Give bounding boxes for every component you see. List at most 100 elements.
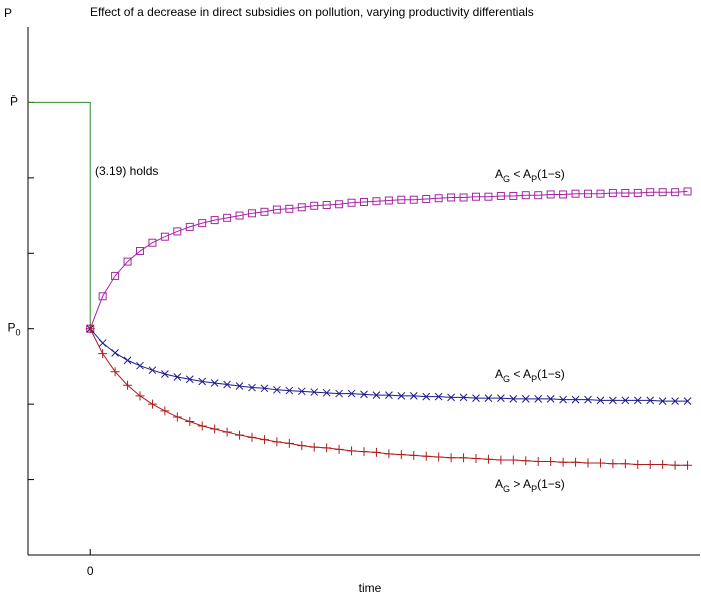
marker xyxy=(161,370,169,378)
marker xyxy=(98,349,108,359)
marker xyxy=(210,424,220,434)
marker xyxy=(123,257,132,266)
marker xyxy=(136,361,144,370)
marker xyxy=(509,191,518,200)
marker xyxy=(347,198,356,207)
series-label: AG < AP(1−s) xyxy=(495,367,565,384)
marker xyxy=(671,397,679,405)
marker xyxy=(223,213,232,222)
marker xyxy=(160,232,169,241)
marker xyxy=(608,459,618,469)
y-tick-label: P̄ xyxy=(10,95,18,109)
marker xyxy=(123,356,132,365)
marker xyxy=(372,391,381,399)
marker xyxy=(496,455,506,465)
marker xyxy=(534,191,543,200)
marker xyxy=(521,456,531,466)
marker xyxy=(534,395,543,403)
marker xyxy=(409,391,418,400)
marker xyxy=(160,406,170,416)
marker xyxy=(235,382,244,390)
marker xyxy=(185,222,194,231)
marker xyxy=(434,452,444,462)
marker xyxy=(248,209,256,218)
marker xyxy=(559,395,567,404)
marker xyxy=(173,373,182,381)
marker xyxy=(111,348,119,357)
marker xyxy=(347,389,356,398)
marker xyxy=(447,393,455,402)
marker xyxy=(559,190,568,199)
marker xyxy=(222,427,232,437)
marker xyxy=(198,377,207,386)
marker xyxy=(98,292,107,301)
marker xyxy=(422,392,431,401)
marker xyxy=(284,438,294,448)
marker xyxy=(297,387,306,396)
marker xyxy=(135,391,145,401)
marker xyxy=(272,205,281,214)
marker xyxy=(646,188,655,197)
series-label: (3.19) holds xyxy=(95,164,158,178)
marker xyxy=(472,394,480,402)
marker xyxy=(210,216,219,225)
marker xyxy=(621,396,630,405)
marker xyxy=(497,394,505,402)
marker xyxy=(683,397,692,405)
marker xyxy=(484,192,493,201)
marker xyxy=(360,390,368,399)
marker xyxy=(359,447,369,457)
marker xyxy=(658,188,667,197)
line xyxy=(89,328,688,402)
marker xyxy=(235,430,245,440)
marker xyxy=(595,458,605,468)
marker xyxy=(210,379,219,387)
marker xyxy=(297,203,306,212)
marker xyxy=(447,193,456,202)
marker xyxy=(148,238,157,247)
marker xyxy=(596,189,605,198)
marker xyxy=(484,394,493,402)
marker xyxy=(446,453,456,463)
marker xyxy=(658,397,667,405)
marker xyxy=(422,194,431,203)
marker xyxy=(571,189,580,198)
marker xyxy=(235,211,244,220)
marker xyxy=(322,388,331,397)
marker xyxy=(546,456,556,466)
marker xyxy=(322,443,332,453)
marker xyxy=(309,442,319,452)
marker xyxy=(385,391,393,399)
marker xyxy=(671,188,680,197)
marker xyxy=(334,444,344,454)
marker xyxy=(683,187,692,196)
marker xyxy=(172,412,182,422)
marker xyxy=(459,393,468,402)
marker xyxy=(459,453,469,463)
marker xyxy=(633,396,642,405)
x-axis-label: time xyxy=(359,581,382,595)
marker xyxy=(434,392,443,401)
marker xyxy=(645,459,655,469)
marker xyxy=(110,367,120,377)
marker xyxy=(558,457,568,467)
marker xyxy=(508,455,518,465)
series-label: AG > AP(1−s) xyxy=(495,477,565,494)
marker xyxy=(248,383,256,392)
marker xyxy=(546,395,555,403)
marker xyxy=(533,456,543,466)
marker xyxy=(260,384,269,393)
marker xyxy=(259,435,269,445)
series-label: AG < AP(1−s) xyxy=(495,167,565,184)
marker xyxy=(147,399,157,409)
line xyxy=(28,101,91,329)
marker xyxy=(384,196,393,205)
marker xyxy=(322,201,331,210)
marker xyxy=(371,447,381,457)
chart-title: Effect of a decrease in direct subsidies… xyxy=(90,5,534,19)
marker xyxy=(583,458,593,468)
marker xyxy=(409,450,419,460)
marker xyxy=(434,194,443,203)
marker xyxy=(571,457,581,467)
